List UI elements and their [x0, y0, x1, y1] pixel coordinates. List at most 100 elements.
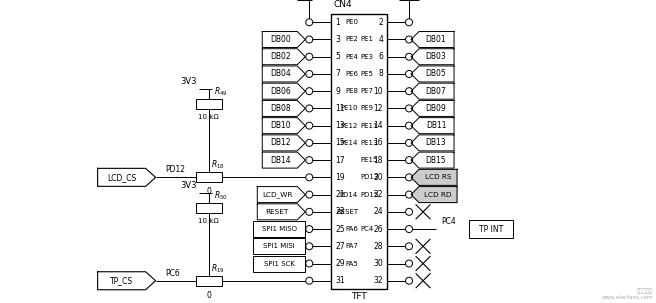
Polygon shape — [262, 32, 305, 48]
Text: 9: 9 — [335, 87, 340, 96]
Text: 2: 2 — [379, 18, 383, 27]
Polygon shape — [262, 152, 305, 168]
Text: 17: 17 — [335, 156, 345, 165]
Text: 13: 13 — [335, 121, 345, 130]
Bar — [253, 221, 305, 237]
Text: 8: 8 — [379, 69, 383, 78]
Polygon shape — [262, 135, 305, 151]
Text: PE11: PE11 — [360, 123, 378, 129]
Circle shape — [306, 260, 313, 267]
Text: DB13: DB13 — [426, 138, 446, 147]
Circle shape — [405, 208, 413, 215]
Text: 7: 7 — [335, 69, 340, 78]
Text: 10 kΩ: 10 kΩ — [198, 115, 219, 121]
Text: PD15: PD15 — [360, 191, 379, 198]
Polygon shape — [411, 83, 454, 99]
Circle shape — [405, 243, 413, 250]
Bar — [253, 238, 305, 254]
Polygon shape — [262, 49, 305, 65]
Circle shape — [405, 36, 413, 43]
Text: DB09: DB09 — [426, 104, 447, 113]
Text: 21: 21 — [335, 190, 345, 199]
Text: 29: 29 — [335, 259, 345, 268]
Text: PA6: PA6 — [345, 226, 358, 232]
Text: 3: 3 — [335, 35, 340, 44]
Text: PE0: PE0 — [345, 19, 358, 25]
Text: PD14: PD14 — [340, 191, 358, 198]
Text: 12: 12 — [373, 104, 383, 113]
Polygon shape — [262, 100, 305, 116]
Text: LCD_CS: LCD_CS — [107, 173, 136, 182]
Bar — [195, 99, 222, 109]
Text: PE3: PE3 — [360, 54, 373, 60]
Text: 0: 0 — [206, 187, 211, 196]
Text: 23: 23 — [335, 207, 345, 216]
Text: DB01: DB01 — [426, 35, 446, 44]
Text: PC4: PC4 — [441, 217, 456, 226]
Polygon shape — [411, 66, 454, 82]
Text: SPI1 SCK: SPI1 SCK — [264, 261, 295, 267]
Text: PA5: PA5 — [345, 261, 358, 267]
Text: 6: 6 — [378, 52, 383, 61]
Text: DB00: DB00 — [270, 35, 291, 44]
Text: 10: 10 — [373, 87, 383, 96]
Text: DB05: DB05 — [426, 69, 447, 78]
Text: 11: 11 — [335, 104, 345, 113]
Circle shape — [306, 71, 313, 78]
Text: PA7: PA7 — [345, 243, 358, 249]
Polygon shape — [411, 100, 454, 116]
Text: 18: 18 — [373, 156, 383, 165]
Text: DB15: DB15 — [426, 156, 446, 165]
Text: CN4: CN4 — [333, 0, 352, 8]
Circle shape — [405, 260, 413, 267]
Circle shape — [306, 277, 313, 284]
Text: 30: 30 — [373, 259, 383, 268]
Polygon shape — [411, 152, 454, 168]
Circle shape — [306, 53, 313, 60]
Text: 28: 28 — [373, 242, 383, 251]
Text: PE12: PE12 — [340, 123, 358, 129]
Text: PE2: PE2 — [345, 36, 358, 42]
Polygon shape — [98, 168, 155, 186]
Text: PE14: PE14 — [340, 140, 358, 146]
Text: PC4: PC4 — [360, 226, 373, 232]
Circle shape — [405, 53, 413, 60]
Text: TFT: TFT — [351, 292, 367, 301]
Polygon shape — [257, 187, 305, 203]
Circle shape — [306, 36, 313, 43]
Text: PE1: PE1 — [360, 36, 373, 42]
Text: DB02: DB02 — [270, 52, 291, 61]
Text: 5: 5 — [335, 52, 340, 61]
Text: $R_{18}$: $R_{18}$ — [211, 159, 224, 171]
Bar — [331, 14, 387, 289]
Circle shape — [306, 191, 313, 198]
Text: 10 kΩ: 10 kΩ — [198, 218, 219, 224]
Circle shape — [405, 122, 413, 129]
Text: TP_CS: TP_CS — [110, 276, 133, 285]
Text: 3V3: 3V3 — [180, 78, 197, 86]
Text: 14: 14 — [373, 121, 383, 130]
Text: PD12: PD12 — [165, 165, 186, 174]
Polygon shape — [262, 118, 305, 134]
Text: 25: 25 — [335, 225, 345, 234]
Circle shape — [405, 105, 413, 112]
Text: 3V3: 3V3 — [180, 181, 197, 190]
Circle shape — [306, 157, 313, 164]
Text: RESET: RESET — [336, 209, 358, 215]
Text: PE10: PE10 — [340, 105, 358, 112]
Text: 19: 19 — [335, 173, 345, 182]
Text: 电子发烧友
www.elecfans.com: 电子发烧友 www.elecfans.com — [602, 288, 653, 300]
Bar — [253, 255, 305, 271]
Bar — [195, 172, 222, 182]
Text: PE13: PE13 — [360, 140, 378, 146]
Text: 24: 24 — [373, 207, 383, 216]
Circle shape — [306, 174, 313, 181]
Text: 32: 32 — [373, 276, 383, 285]
Text: DB07: DB07 — [426, 87, 447, 96]
Text: 27: 27 — [335, 242, 345, 251]
Polygon shape — [262, 83, 305, 99]
Circle shape — [405, 191, 413, 198]
Text: DB08: DB08 — [270, 104, 291, 113]
Polygon shape — [98, 272, 155, 290]
Text: DB04: DB04 — [270, 69, 291, 78]
